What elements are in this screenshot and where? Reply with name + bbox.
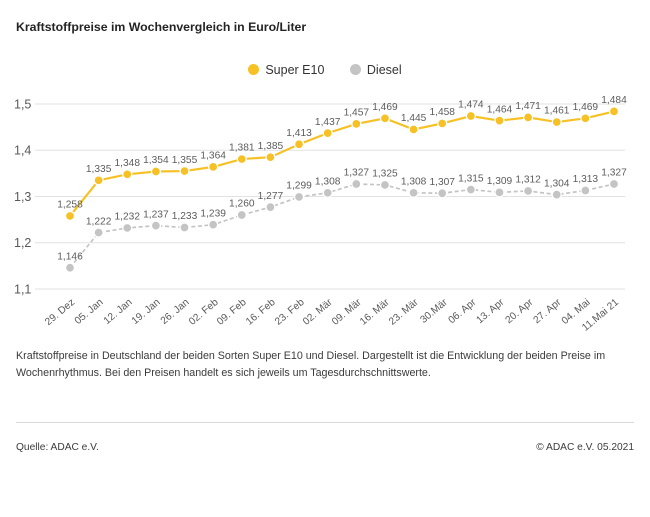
svg-text:1,4: 1,4 [14, 144, 31, 158]
svg-text:1,461: 1,461 [544, 106, 570, 117]
svg-text:1,484: 1,484 [601, 95, 627, 106]
svg-text:1,335: 1,335 [86, 164, 112, 175]
svg-text:1,354: 1,354 [143, 155, 169, 166]
svg-text:1,474: 1,474 [458, 100, 484, 111]
svg-text:1,258: 1,258 [57, 200, 83, 211]
svg-text:1,309: 1,309 [487, 176, 513, 187]
svg-text:1,232: 1,232 [115, 212, 141, 223]
svg-text:1,307: 1,307 [429, 177, 455, 188]
svg-text:1,413: 1,413 [286, 128, 312, 139]
svg-text:1,237: 1,237 [143, 209, 169, 220]
svg-text:1,260: 1,260 [229, 199, 255, 210]
svg-text:1,355: 1,355 [172, 155, 198, 166]
svg-text:1,1: 1,1 [14, 282, 31, 296]
svg-text:1,327: 1,327 [601, 168, 627, 179]
svg-text:1,457: 1,457 [344, 108, 370, 119]
svg-text:1,308: 1,308 [315, 177, 341, 188]
svg-text:1,315: 1,315 [458, 173, 484, 184]
svg-text:1,5: 1,5 [14, 97, 31, 111]
svg-text:1,327: 1,327 [344, 168, 370, 179]
svg-text:1,277: 1,277 [258, 191, 284, 202]
svg-text:1,146: 1,146 [57, 251, 83, 262]
svg-text:1,458: 1,458 [429, 107, 455, 118]
svg-text:1,3: 1,3 [14, 190, 31, 204]
svg-text:1,304: 1,304 [544, 178, 570, 189]
svg-text:1,222: 1,222 [86, 216, 112, 227]
svg-text:1,469: 1,469 [573, 102, 599, 113]
svg-text:1,469: 1,469 [372, 102, 398, 113]
svg-text:1,313: 1,313 [573, 174, 599, 185]
svg-text:1,239: 1,239 [200, 208, 226, 219]
svg-text:1,233: 1,233 [172, 211, 198, 222]
svg-text:1,381: 1,381 [229, 143, 255, 154]
svg-text:1,348: 1,348 [115, 158, 141, 169]
svg-text:1,437: 1,437 [315, 117, 341, 128]
svg-text:1,325: 1,325 [372, 169, 398, 180]
svg-text:1,364: 1,364 [200, 151, 226, 162]
svg-text:1,385: 1,385 [258, 141, 284, 152]
svg-text:1,471: 1,471 [515, 101, 541, 112]
svg-text:1,464: 1,464 [487, 104, 513, 115]
svg-text:1,299: 1,299 [286, 181, 312, 192]
svg-text:1,445: 1,445 [401, 113, 427, 124]
svg-text:1,2: 1,2 [14, 236, 31, 250]
svg-text:1,312: 1,312 [515, 175, 541, 186]
svg-text:1,308: 1,308 [401, 177, 427, 188]
